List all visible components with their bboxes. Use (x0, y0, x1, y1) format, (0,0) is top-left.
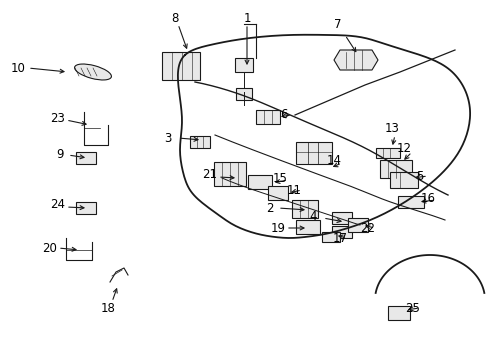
FancyBboxPatch shape (347, 218, 367, 232)
FancyBboxPatch shape (295, 142, 331, 164)
FancyBboxPatch shape (267, 186, 287, 200)
FancyBboxPatch shape (235, 58, 252, 72)
Text: 24: 24 (50, 198, 65, 211)
FancyBboxPatch shape (256, 110, 280, 124)
Polygon shape (333, 50, 377, 70)
FancyBboxPatch shape (375, 148, 399, 158)
FancyBboxPatch shape (214, 162, 245, 186)
FancyBboxPatch shape (389, 172, 417, 188)
Text: 14: 14 (326, 153, 341, 166)
FancyBboxPatch shape (162, 52, 200, 80)
Text: 2: 2 (265, 202, 273, 215)
Text: 3: 3 (164, 131, 171, 144)
Text: 6: 6 (280, 108, 287, 122)
FancyBboxPatch shape (190, 136, 209, 148)
FancyBboxPatch shape (76, 152, 96, 164)
FancyBboxPatch shape (331, 212, 351, 224)
Text: 16: 16 (420, 192, 435, 204)
Text: 22: 22 (360, 221, 375, 234)
Text: 17: 17 (332, 231, 347, 244)
Text: 5: 5 (415, 170, 423, 183)
FancyBboxPatch shape (295, 220, 319, 234)
Text: 11: 11 (286, 184, 301, 197)
Text: 18: 18 (101, 302, 115, 315)
Text: 20: 20 (42, 242, 57, 255)
Text: 13: 13 (384, 122, 399, 135)
Text: 25: 25 (405, 302, 420, 315)
Text: 10: 10 (11, 62, 25, 75)
FancyBboxPatch shape (76, 202, 96, 214)
FancyBboxPatch shape (291, 200, 317, 218)
Text: 15: 15 (272, 171, 287, 184)
FancyBboxPatch shape (236, 88, 251, 100)
Text: 9: 9 (56, 148, 63, 162)
Text: 1: 1 (243, 12, 250, 24)
Text: 4: 4 (308, 210, 316, 222)
FancyBboxPatch shape (379, 160, 411, 178)
FancyBboxPatch shape (387, 306, 409, 320)
FancyBboxPatch shape (397, 196, 423, 208)
Ellipse shape (74, 64, 111, 80)
Text: 12: 12 (396, 141, 411, 154)
Text: 19: 19 (270, 221, 285, 234)
Text: 21: 21 (202, 168, 217, 181)
FancyBboxPatch shape (331, 226, 351, 238)
FancyBboxPatch shape (247, 175, 271, 189)
FancyBboxPatch shape (321, 232, 339, 242)
Text: 7: 7 (334, 18, 341, 31)
Text: 8: 8 (171, 12, 178, 24)
Text: 23: 23 (50, 112, 65, 125)
